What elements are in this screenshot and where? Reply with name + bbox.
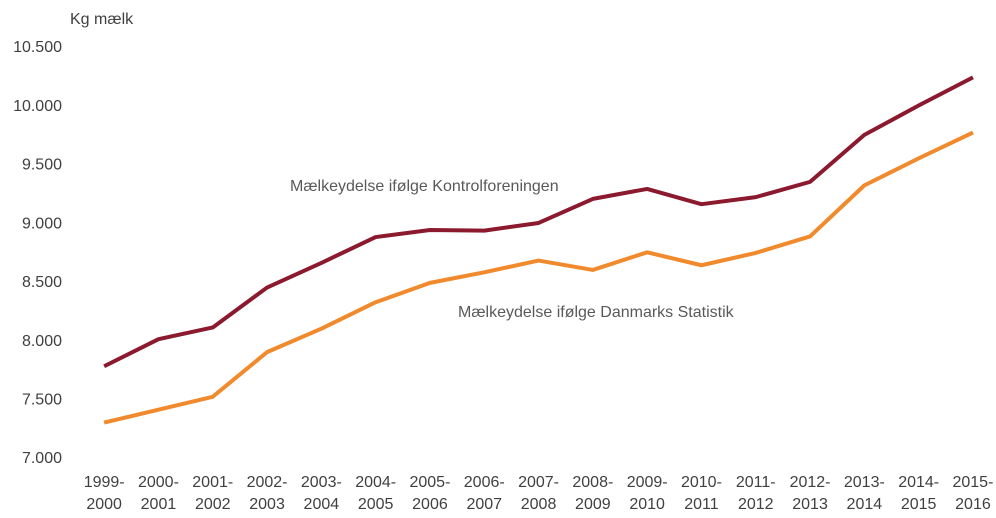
series-line xyxy=(103,75,974,369)
y-tick-label: 9.000 xyxy=(22,215,62,232)
x-tick-label: 2002 xyxy=(195,496,231,513)
x-tick-label: 2010- xyxy=(681,474,722,491)
series-line xyxy=(103,130,974,425)
x-tick-label: 2012 xyxy=(738,496,774,513)
y-tick-label: 7.500 xyxy=(22,392,62,409)
x-tick-label: 2005 xyxy=(358,496,394,513)
x-tick-label: 2005- xyxy=(409,474,450,491)
y-tick-label: 8.500 xyxy=(22,274,62,291)
x-tick-label: 2004- xyxy=(355,474,396,491)
x-tick-label: 2007- xyxy=(518,474,559,491)
x-tick-label: 2008- xyxy=(572,474,613,491)
x-tick-label: 2013 xyxy=(792,496,828,513)
x-tick-label: 2003 xyxy=(249,496,285,513)
x-tick-label: 2015 xyxy=(901,496,937,513)
y-tick-label: 10.000 xyxy=(13,98,62,115)
x-tick-label: 1999- xyxy=(84,474,125,491)
x-tick-label: 2008 xyxy=(521,496,557,513)
x-tick-label: 2001 xyxy=(141,496,177,513)
x-tick-label: 2009- xyxy=(627,474,668,491)
y-tick-label: 8.000 xyxy=(22,333,62,350)
x-tick-label: 2006- xyxy=(464,474,505,491)
series-label: Mælkeydelse ifølge Danmarks Statistik xyxy=(458,304,735,321)
x-tick-label: 2001- xyxy=(192,474,233,491)
x-tick-label: 2009 xyxy=(575,496,611,513)
x-tick-label: 2014- xyxy=(898,474,939,491)
x-tick-label: 2000 xyxy=(86,496,122,513)
series-label: Mælkeydelse ifølge Kontrolforeningen xyxy=(290,178,559,195)
x-tick-label: 2007 xyxy=(466,496,502,513)
x-tick-label: 2010 xyxy=(629,496,665,513)
x-tick-label: 2011- xyxy=(736,474,776,491)
x-tick-label: 2012- xyxy=(790,474,831,491)
x-tick-label: 2011 xyxy=(684,496,719,513)
x-tick-label: 2015- xyxy=(952,474,993,491)
y-axis-label: Kg mælk xyxy=(70,11,134,28)
y-tick-label: 9.500 xyxy=(22,157,62,174)
y-tick-label: 10.500 xyxy=(13,39,62,56)
x-tick-label: 2000- xyxy=(138,474,179,491)
x-tick-label: 2002- xyxy=(247,474,288,491)
y-tick-label: 7.000 xyxy=(22,450,62,467)
x-tick-label: 2003- xyxy=(301,474,342,491)
x-tick-label: 2014 xyxy=(847,496,883,513)
x-tick-label: 2013- xyxy=(844,474,885,491)
x-tick-label: 2016 xyxy=(955,496,991,513)
x-tick-label: 2004 xyxy=(304,496,340,513)
x-tick-label: 2006 xyxy=(412,496,448,513)
